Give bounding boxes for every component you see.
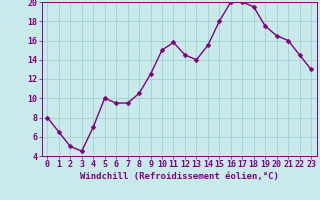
X-axis label: Windchill (Refroidissement éolien,°C): Windchill (Refroidissement éolien,°C)	[80, 172, 279, 181]
